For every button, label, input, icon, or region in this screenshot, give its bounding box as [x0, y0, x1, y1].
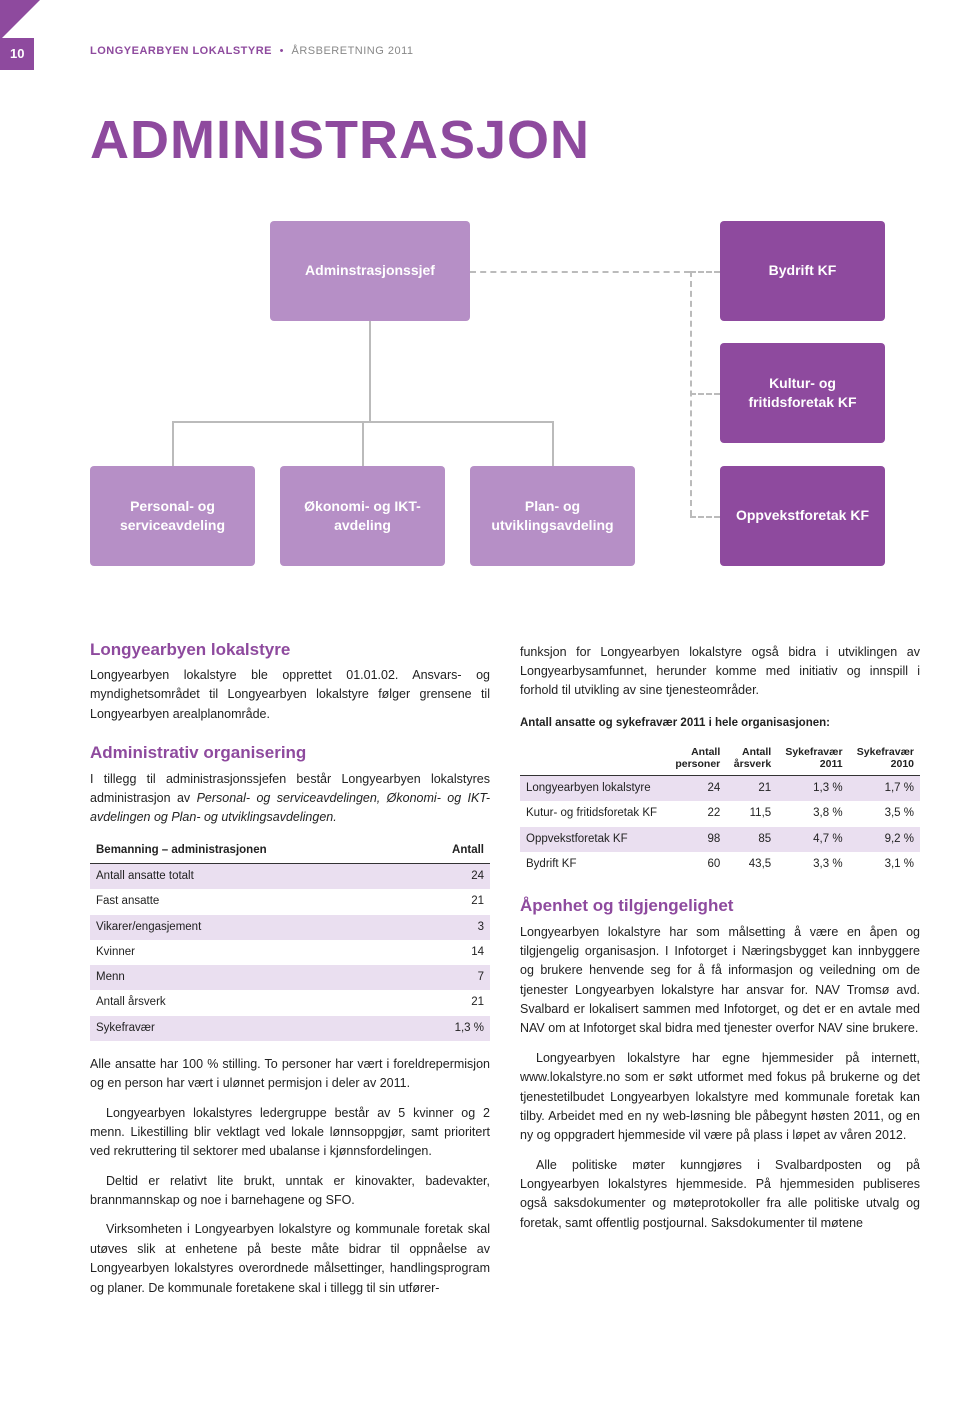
section-heading: Longyearbyen lokalstyre: [90, 637, 490, 663]
header-org: LONGYEARBYEN LOKALSTYRE: [90, 45, 272, 57]
table-row: Kvinner14: [90, 940, 490, 965]
section-heading: Administrativ organisering: [90, 740, 490, 766]
table-header: Sykefravær2010: [849, 742, 920, 776]
body-text: Deltid er relativt lite brukt, unntak er…: [90, 1172, 490, 1211]
sykefravaer-table: AntallpersonerAntallårsverkSykefravær201…: [520, 742, 920, 877]
page-corner-decor: [0, 0, 40, 40]
body-text: Longyearbyen lokalstyre har egne hjemmes…: [520, 1049, 920, 1146]
table-row: Antall årsverk21: [90, 990, 490, 1015]
page-number: 10: [0, 38, 34, 70]
table-row: Sykefravær1,3 %: [90, 1016, 490, 1041]
org-node-oppvekst: Oppvekstforetak KF: [720, 466, 885, 566]
table-row: Vikarer/engasjement3: [90, 915, 490, 940]
org-node-okonomi: Økonomi- og IKT-avdeling: [280, 466, 445, 566]
body-text: funksjon for Longyearbyen lokalstyre ogs…: [520, 643, 920, 701]
body-text: Virksomheten i Longyearbyen lokalstyre o…: [90, 1220, 490, 1298]
running-header: LONGYEARBYEN LOKALSTYRE • ÅRSBERETNING 2…: [0, 0, 960, 60]
table-row: Kutur- og fritidsforetak KF2211,53,8 %3,…: [520, 801, 920, 826]
body-text: Alle politiske møter kunngjøres i Svalba…: [520, 1156, 920, 1234]
table-row: Fast ansatte21: [90, 889, 490, 914]
org-node-admin_sjef: Adminstrasjonssjef: [270, 221, 470, 321]
org-chart: Adminstrasjonssjef Personal- og serviceav…: [90, 221, 920, 581]
body-text: Alle ansatte har 100 % stilling. To pers…: [90, 1055, 490, 1094]
body-text: Longyearbyen lokalstyre ble opprettet 01…: [90, 666, 490, 724]
table-header: Bemanning – administrasjonen: [90, 838, 412, 864]
table-row: Antall ansatte totalt24: [90, 864, 490, 890]
table-header: Antall: [412, 838, 490, 864]
bemanning-table: Bemanning – administrasjonenAntallAntall…: [90, 838, 490, 1041]
header-bullet-icon: •: [276, 45, 288, 57]
left-column: Longyearbyen lokalstyre Longyearbyen lok…: [90, 621, 490, 1308]
header-doc: ÅRSBERETNING 2011: [292, 45, 414, 57]
table-caption: Antall ansatte og sykefravær 2011 i hele…: [520, 715, 920, 732]
table-header: [520, 742, 668, 776]
table-header: Antallpersoner: [668, 742, 727, 776]
right-column: funksjon for Longyearbyen lokalstyre ogs…: [520, 621, 920, 1308]
org-node-personal: Personal- og serviceavdeling: [90, 466, 255, 566]
table-row: Longyearbyen lokalstyre24211,3 %1,7 %: [520, 776, 920, 802]
body-text: Longyearbyen lokalstyre har som målsetti…: [520, 923, 920, 1039]
body-text: I tillegg til administrasjonssjefen best…: [90, 770, 490, 828]
table-row: Bydrift KF6043,53,3 %3,1 %: [520, 852, 920, 877]
org-node-bydrift: Bydrift KF: [720, 221, 885, 321]
body-text: Longyearbyen lokalstyres ledergruppe bes…: [90, 1104, 490, 1162]
page-title: ADMINISTRASJON: [0, 60, 960, 221]
table-row: Oppvekstforetak KF98854,7 %9,2 %: [520, 827, 920, 852]
org-node-plan: Plan- og utviklingsavdeling: [470, 466, 635, 566]
table-header: Sykefravær2011: [777, 742, 848, 776]
org-node-kultur: Kultur- og fritidsforetak KF: [720, 343, 885, 443]
table-row: Menn7: [90, 965, 490, 990]
section-heading: Åpenhet og tilgjengelighet: [520, 893, 920, 919]
table-header: Antallårsverk: [726, 742, 777, 776]
